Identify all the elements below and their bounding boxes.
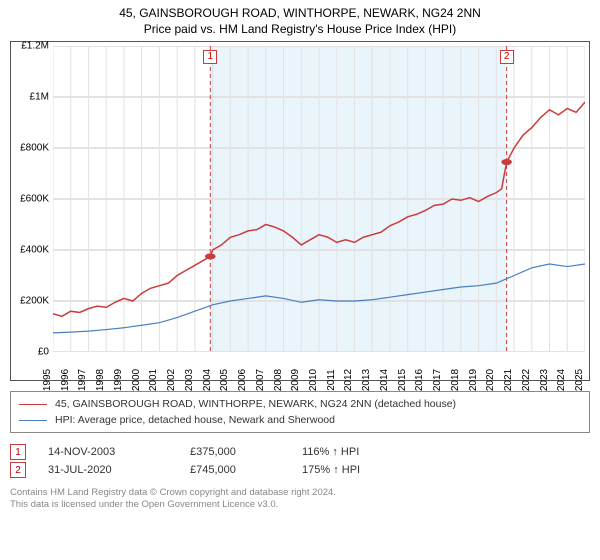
x-tick: 1996 (60, 369, 71, 391)
marker-dot-1 (205, 254, 216, 260)
plot-svg (53, 46, 585, 352)
marker-price: £745,000 (190, 464, 280, 476)
x-tick: 2015 (397, 369, 408, 391)
y-axis: £0£200K£400K£600K£800K£1M£1.2M (11, 46, 53, 352)
x-tick: 1999 (113, 369, 124, 391)
x-tick: 2018 (450, 369, 461, 391)
marker-table-row: 2 31-JUL-2020 £745,000 175% ↑ HPI (10, 461, 590, 479)
marker-hpi: 116% ↑ HPI (302, 446, 590, 458)
x-tick: 2004 (202, 369, 213, 391)
title-line-1: 45, GAINSBOROUGH ROAD, WINTHORPE, NEWARK… (10, 6, 590, 22)
x-tick: 2007 (255, 369, 266, 391)
x-tick: 2017 (432, 369, 443, 391)
marker-label-1: 1 (203, 50, 217, 64)
x-tick: 2006 (237, 369, 248, 391)
legend-label: HPI: Average price, detached house, Newa… (55, 414, 335, 426)
x-tick: 2020 (485, 369, 496, 391)
marker-num-box: 1 (10, 444, 26, 460)
x-tick: 2000 (131, 369, 142, 391)
chart-area: £0£200K£400K£600K£800K£1M£1.2M 12 199519… (10, 41, 590, 381)
x-tick: 2012 (343, 369, 354, 391)
legend-item: HPI: Average price, detached house, Newa… (19, 412, 581, 428)
marker-num-box: 2 (10, 462, 26, 478)
x-tick: 2016 (414, 369, 425, 391)
x-tick: 2009 (290, 369, 301, 391)
x-tick: 2010 (308, 369, 319, 391)
plot-area: 12 (53, 46, 585, 352)
x-tick: 1995 (42, 369, 53, 391)
title-block: 45, GAINSBOROUGH ROAD, WINTHORPE, NEWARK… (10, 6, 590, 37)
legend-label: 45, GAINSBOROUGH ROAD, WINTHORPE, NEWARK… (55, 398, 456, 410)
x-tick: 2008 (273, 369, 284, 391)
x-axis: 1995199619971998199920002001200220032004… (53, 352, 585, 380)
marker-label-2: 2 (500, 50, 514, 64)
x-tick: 1997 (77, 369, 88, 391)
x-tick: 2001 (148, 369, 159, 391)
marker-dot-2 (501, 159, 512, 165)
x-tick: 2023 (539, 369, 550, 391)
y-tick: £1.2M (11, 41, 49, 52)
x-tick: 2014 (379, 369, 390, 391)
y-tick: £800K (11, 143, 49, 154)
footer-line-1: Contains HM Land Registry data © Crown c… (10, 487, 590, 498)
x-tick: 2022 (521, 369, 532, 391)
y-tick: £400K (11, 245, 49, 256)
y-tick: £1M (11, 92, 49, 103)
legend-swatch (19, 420, 47, 421)
x-tick: 2019 (468, 369, 479, 391)
y-tick: £600K (11, 194, 49, 205)
x-tick: 2011 (326, 369, 337, 391)
marker-date: 31-JUL-2020 (48, 464, 168, 476)
x-tick: 2003 (184, 369, 195, 391)
legend-item: 45, GAINSBOROUGH ROAD, WINTHORPE, NEWARK… (19, 396, 581, 412)
y-tick: £200K (11, 296, 49, 307)
x-tick: 1998 (95, 369, 106, 391)
legend-swatch (19, 404, 47, 405)
x-tick: 2002 (166, 369, 177, 391)
legend: 45, GAINSBOROUGH ROAD, WINTHORPE, NEWARK… (10, 391, 590, 433)
x-tick: 2021 (503, 369, 514, 391)
x-tick: 2024 (556, 369, 567, 391)
x-tick: 2013 (361, 369, 372, 391)
title-line-2: Price paid vs. HM Land Registry's House … (10, 22, 590, 38)
footer-line-2: This data is licensed under the Open Gov… (10, 499, 590, 510)
marker-table: 1 14-NOV-2003 £375,000 116% ↑ HPI 2 31-JUL-20… (10, 443, 590, 479)
marker-price: £375,000 (190, 446, 280, 458)
marker-hpi: 175% ↑ HPI (302, 464, 590, 476)
y-tick: £0 (11, 347, 49, 358)
footer: Contains HM Land Registry data © Crown c… (10, 487, 590, 510)
chart-container: 45, GAINSBOROUGH ROAD, WINTHORPE, NEWARK… (0, 0, 600, 560)
x-tick: 2005 (219, 369, 230, 391)
marker-table-row: 1 14-NOV-2003 £375,000 116% ↑ HPI (10, 443, 590, 461)
marker-date: 14-NOV-2003 (48, 446, 168, 458)
x-tick: 2025 (574, 369, 585, 391)
